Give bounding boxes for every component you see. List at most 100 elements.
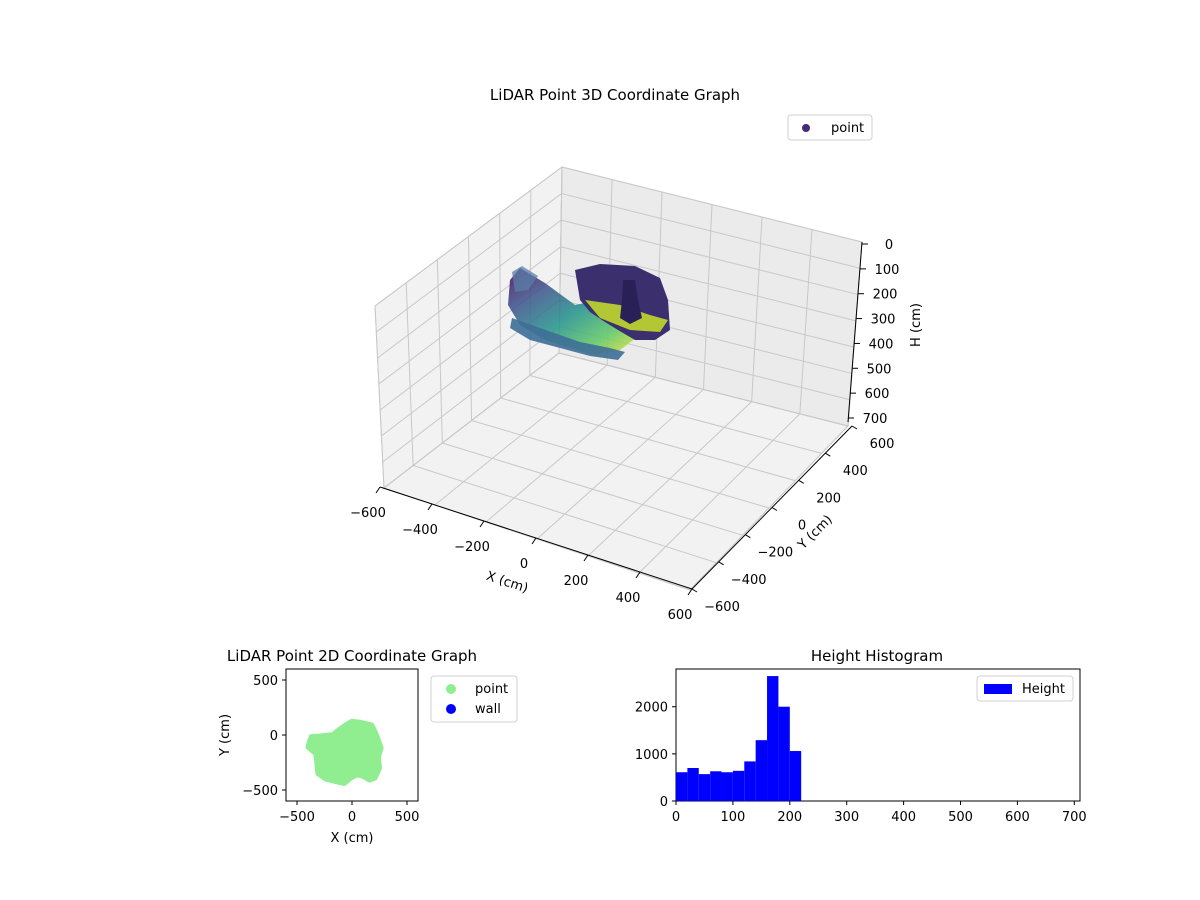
legend-2d: point wall: [430, 675, 518, 723]
y-tick-label: 400: [843, 464, 868, 479]
legend-2d-label-wall: wall: [475, 702, 501, 717]
grid-line-y: [529, 375, 822, 454]
grid-line-y: [413, 465, 717, 564]
x-tick-mark: [531, 537, 537, 545]
legend-histogram-box: [976, 675, 1074, 702]
y-tick-label: −200: [757, 546, 793, 561]
histogram-bar: [698, 774, 711, 801]
ticks-2d: −500−500 0 0 500 500: [242, 674, 419, 825]
z-tick-label: 100: [875, 263, 900, 278]
grid-line-y-side: [374, 305, 385, 489]
grid-line-y-side: [405, 282, 414, 466]
legend-2d-marker-wall: [446, 704, 456, 714]
legend-3d-label: point: [831, 121, 864, 136]
grid-line-z-back: [561, 193, 861, 269]
ticks-histogram: 0 100 200 300 400 500 600 700 0 1000 2000: [635, 701, 1087, 825]
x-tick-label: −200: [454, 540, 490, 555]
grid-line-y: [471, 420, 770, 509]
grid-line-x-back: [703, 204, 713, 390]
x-tick-label-histogram: 600: [1005, 810, 1030, 825]
z-tick-label: 600: [865, 387, 890, 402]
x-tick-label-histogram: 500: [948, 810, 973, 825]
grid-line-z-left: [374, 166, 563, 307]
y-axis-label-2d: Y (cm): [218, 714, 233, 757]
ticks-3d: −600−400−2000200400600−600−400−200020040…: [350, 238, 899, 623]
z-tick-label: 300: [871, 313, 896, 328]
legend-3d: point: [787, 114, 873, 141]
x-tick-label: 400: [616, 591, 641, 606]
x-tick-label-histogram: 0: [672, 810, 680, 825]
y-tick-label: 0: [798, 519, 806, 534]
x-tick-label: 0: [520, 557, 528, 572]
y-tick-label-2d: 0: [270, 729, 278, 744]
x-tick-label: 200: [564, 574, 589, 589]
grid-line-y: [442, 442, 743, 536]
x-tick-mark: [479, 520, 485, 528]
grid-line-z-back: [561, 166, 863, 243]
y-tick-mark: [851, 425, 858, 430]
point-cloud: [508, 264, 670, 360]
histogram-bar: [744, 761, 756, 801]
x-tick-label: −600: [350, 506, 386, 521]
legend-3d-marker: [802, 124, 810, 132]
x-tick-label-2d: −500: [279, 810, 315, 825]
histogram-bar: [778, 706, 790, 801]
y-tick-label: −400: [731, 573, 767, 588]
histogram-bar: [789, 751, 802, 801]
histogram-bar: [767, 676, 779, 801]
chart-2d: LiDAR Point 2D Coordinate Graph −500−500…: [218, 647, 518, 846]
grid-line-z-left: [382, 326, 560, 463]
grid-line-z-left: [378, 246, 562, 385]
point-cloud-base: [510, 318, 625, 360]
z-tick-label: 700: [863, 412, 888, 427]
x-tick-label-histogram: 100: [720, 810, 745, 825]
x-tick-label: −400: [402, 523, 438, 538]
x-tick-mark: [375, 486, 381, 494]
histogram-bar: [721, 772, 733, 801]
z-axis-label-3d: H (cm): [909, 303, 924, 347]
x-tick-label-histogram: 300: [834, 810, 859, 825]
legend-3d-box: [787, 114, 873, 141]
grid-line-z-left: [377, 219, 562, 359]
x-tick-mark: [687, 588, 693, 596]
y-tick-mark: [691, 588, 698, 593]
legend-histogram-swatch: [984, 684, 1012, 694]
histogram-bars: [676, 676, 802, 801]
x-tick-mark: [635, 571, 641, 579]
y-tick-mark: [825, 452, 831, 457]
x-axis-label-3d: X (cm): [484, 569, 530, 597]
chart-histogram: Height Histogram 0 100 200 300 400 500 600 7000…: [635, 647, 1087, 825]
x-tick-label-2d: 500: [395, 810, 420, 825]
histogram-title: Height Histogram: [811, 647, 943, 665]
point-series: [305, 718, 384, 786]
x-tick-mark: [427, 503, 433, 511]
y-tick-label-histogram: 0: [660, 795, 668, 810]
grid-line-z-left: [383, 352, 560, 489]
y-tick-label-histogram: 1000: [635, 748, 668, 763]
grid-line-z-back: [560, 246, 857, 322]
chart-3d: LiDAR Point 3D Coordinate Graph −600 −400…: [350, 86, 924, 623]
z-tick-label: 500: [867, 362, 892, 377]
chart-2d-title: LiDAR Point 2D Coordinate Graph: [227, 647, 477, 665]
y-tick-label: −600: [704, 600, 740, 615]
y-tick-mark: [798, 479, 804, 484]
y-tick-label-histogram: 2000: [635, 701, 668, 716]
grid-line-y: [500, 397, 796, 482]
z-tick-label: 0: [885, 238, 893, 253]
histogram-bar: [732, 770, 745, 801]
y-tick-label: 200: [816, 491, 841, 506]
histogram-bar: [710, 771, 722, 801]
y-tick-label-2d: 500: [253, 674, 278, 689]
z-tick-label: 400: [869, 337, 894, 352]
grid-line-y-side: [436, 259, 443, 444]
x-tick-label-histogram: 200: [777, 810, 802, 825]
y-tick-label: 600: [870, 437, 895, 452]
chart-3d-title: LiDAR Point 3D Coordinate Graph: [490, 86, 740, 104]
histogram-bar: [687, 768, 699, 801]
histogram-bar: [676, 772, 688, 801]
x-tick-label-histogram: 400: [891, 810, 916, 825]
grid-line-x-back: [751, 216, 763, 402]
grid-line-y-side: [499, 213, 502, 399]
point-cloud-edge: [512, 266, 538, 292]
